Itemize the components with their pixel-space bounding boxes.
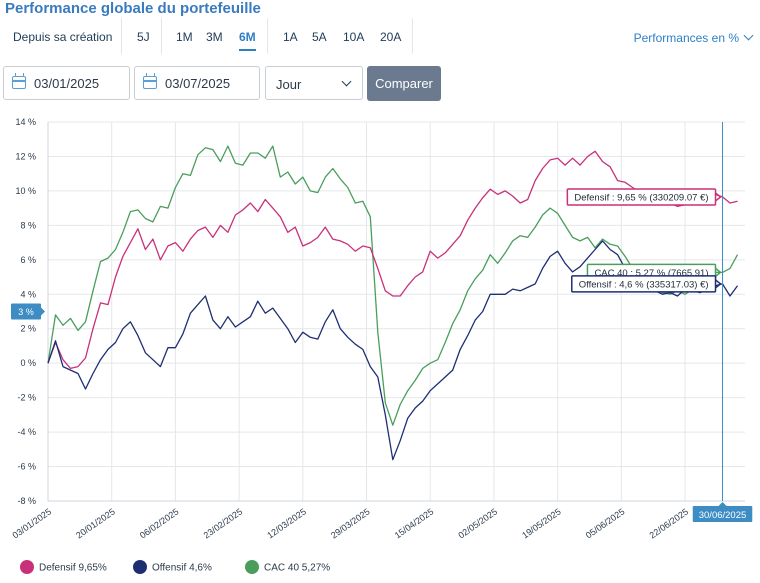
y-tick-label: -8 % [17,496,36,506]
legend-label: CAC 40 [264,562,300,574]
x-tick-label: 19/05/2025 [520,506,563,540]
legend-value: 5,27% [301,562,331,574]
period-tab-5a[interactable]: 5A [312,30,327,44]
legend-item-offensif[interactable]: Offensif 4,6% [133,560,212,575]
period-tab-5j[interactable]: 5J [137,30,150,44]
x-tick-label: 05/06/2025 [584,506,627,540]
performance-mode-label: Performances en % [633,31,739,45]
y-tick-label: 14 % [15,117,36,127]
cursor-date-badge [692,506,753,522]
divider [267,18,268,54]
legend-value: 4,6% [189,562,212,574]
legend-label: Defensif [39,562,76,574]
tooltip-box-offensif [571,275,717,293]
legend-dot-defensif [20,560,34,574]
granularity-value: Jour [276,77,302,92]
start-date-field[interactable]: 03/01/2025 [3,66,130,100]
tooltip-arrow-cac40 [715,267,722,277]
y-tick-label: 12 % [15,151,36,161]
legend-label: Offensif [152,562,187,574]
x-tick-label: 15/04/2025 [393,506,436,540]
performance-mode-select[interactable]: Performances en % [633,30,754,45]
tooltip-arrow-offensif [715,279,722,289]
y-tick-label: 0 % [20,358,36,368]
period-tab-10a[interactable]: 10A [343,30,365,44]
legend-dot-offensif [133,560,147,574]
y-tick-label: 8 % [20,220,36,230]
series-line-cac40 [47,145,739,426]
legend-dot-cac40 [245,560,259,574]
period-since-creation[interactable]: Depuis sa création [13,30,113,44]
y-tick-label: -2 % [17,393,36,403]
y-tick-label: 6 % [20,255,36,265]
x-tick-label: 23/02/2025 [202,506,245,540]
y-marker-badge [11,303,41,320]
period-tab-1m[interactable]: 1M [176,30,193,44]
tooltip-arrow-defensif [715,192,722,202]
y-tick-label: 2 % [20,324,36,334]
x-tick-label: 06/02/2025 [138,506,181,540]
y-tick-label: -4 % [17,427,36,437]
legend-item-cac40[interactable]: CAC 40 5,27% [245,560,331,575]
x-tick-label: 29/03/2025 [329,506,372,540]
cursor-date-label: 30/06/2025 [699,510,747,521]
tooltip-text-offensif: Offensif : 4,6 % (335317.03) €) [579,279,709,290]
period-tab-3m[interactable]: 3M [206,30,223,44]
y-tick-label: -6 % [17,462,36,472]
x-tick-label: 03/01/2025 [11,506,54,540]
legend-item-defensif[interactable]: Defensif 9,65% [20,560,107,575]
x-tick-label: 22/06/2025 [648,506,691,540]
x-tick-label: 02/05/2025 [456,506,499,540]
series-line-defensif [47,150,738,370]
y-marker-arrow [41,307,45,316]
y-tick-label: 10 % [15,186,36,196]
y-marker-label: 3 % [18,307,34,317]
divider [412,18,413,54]
tooltip-box-defensif [566,188,717,206]
y-tick-label: 4 % [20,289,36,299]
cursor-date-arrow [718,502,727,506]
tooltip-text-defensif: Defensif : 9,65 % (330209.07 €) [574,192,708,203]
period-tab-6m[interactable]: 6M [239,30,256,51]
x-tick-label: 12/03/2025 [265,506,308,540]
calendar-icon [12,73,26,89]
page-title: Performance globale du portefeuille [5,0,261,17]
legend-value: 9,65% [78,562,107,574]
end-date-field[interactable]: 03/07/2025 [134,66,260,100]
period-tab-1a[interactable]: 1A [283,30,298,44]
compare-button[interactable]: Comparer [367,66,441,101]
tooltip-text-cac40: CAC 40 : 5,27 % (7665.91) [594,268,708,279]
period-tab-20a[interactable]: 20A [380,30,402,44]
divider [121,18,122,54]
granularity-select[interactable]: Jour [265,66,363,100]
end-date-value: 03/07/2025 [165,76,231,91]
divider [161,18,162,54]
start-date-value: 03/01/2025 [34,76,100,91]
x-tick-label: 20/01/2025 [74,506,117,540]
period-bar: Depuis sa création 5J 1M 3M 6M 1A 5A 10A… [0,18,760,58]
calendar-icon [143,73,157,89]
